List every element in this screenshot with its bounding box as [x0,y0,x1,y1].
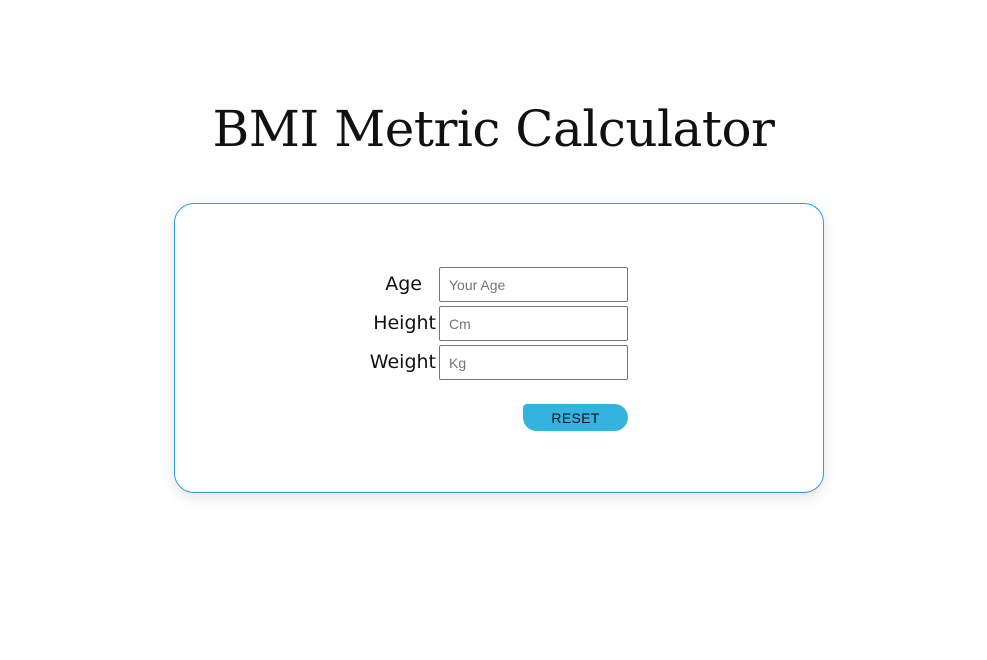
page-title: BMI Metric Calculator [212,100,775,158]
weight-input[interactable] [439,345,628,380]
reset-button[interactable]: RESET [523,404,628,431]
calculator-card: Age Height Weight RESET [174,203,824,493]
age-input[interactable] [439,267,628,302]
age-row: Age [175,267,825,302]
height-label: Height [373,312,436,334]
weight-label: Weight [369,351,436,373]
height-input[interactable] [439,306,628,341]
age-label: Age [385,273,422,295]
height-row: Height [175,306,825,341]
weight-row: Weight [175,345,825,380]
